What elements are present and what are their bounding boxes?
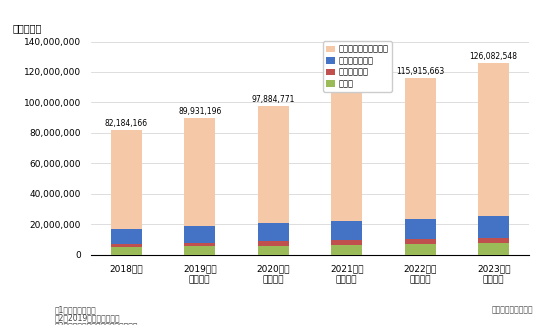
Bar [331, 245, 362, 255]
Bar [184, 243, 215, 246]
Text: 97,884,771: 97,884,771 [251, 95, 295, 104]
Bar [478, 238, 509, 243]
Bar [184, 246, 215, 255]
Bar [184, 226, 215, 243]
Bar [331, 93, 362, 221]
Bar [478, 216, 509, 238]
Text: 106,519,431: 106,519,431 [323, 82, 371, 91]
Text: 115,915,663: 115,915,663 [396, 67, 444, 76]
Bar [184, 118, 215, 226]
Bar [111, 244, 141, 247]
Text: 注3．その他にはキャリア決済等を含む: 注3．その他にはキャリア決済等を含む [54, 321, 138, 325]
Bar [111, 247, 141, 255]
Text: 注1．決済額ベース: 注1．決済額ベース [54, 305, 96, 314]
Bar [111, 229, 141, 244]
Bar [405, 219, 436, 239]
Text: （百万円）: （百万円） [12, 23, 41, 33]
Legend: クレジットカード決済, プリペイド決済, デビット決済, その他: クレジットカード決済, プリペイド決済, デビット決済, その他 [323, 41, 392, 92]
Bar [478, 63, 509, 216]
Bar [331, 221, 362, 240]
Text: 82,184,166: 82,184,166 [104, 119, 148, 128]
Bar [331, 240, 362, 245]
Bar [258, 246, 289, 255]
Bar [258, 241, 289, 246]
Text: 126,082,548: 126,082,548 [469, 52, 518, 61]
Bar [258, 223, 289, 241]
Bar [405, 78, 436, 219]
Bar [405, 239, 436, 244]
Bar [111, 130, 141, 229]
Text: 矢野経済研究所調べ: 矢野経済研究所調べ [491, 305, 533, 314]
Text: 89,931,196: 89,931,196 [178, 107, 221, 116]
Bar [478, 243, 509, 255]
Bar [258, 106, 289, 223]
Text: 注2．2019年度以降予測値: 注2．2019年度以降予測値 [54, 313, 120, 322]
Bar [405, 244, 436, 255]
